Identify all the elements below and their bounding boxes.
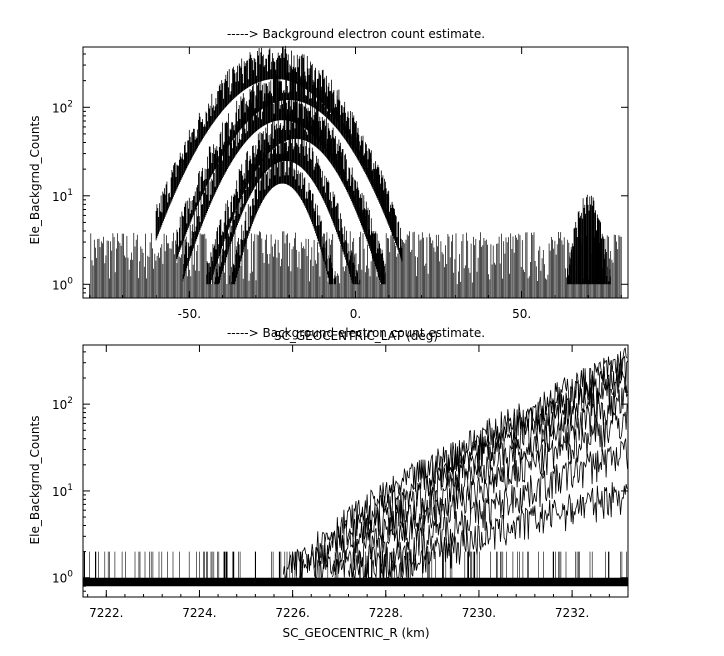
y-tick-label: 101 <box>52 188 73 204</box>
x-tick-label: 7222. <box>89 606 123 620</box>
y-axis-label-bottom: Ele_Backgrnd_Counts <box>28 416 42 545</box>
chart-title-top: -----> Background electron count estimat… <box>227 27 485 41</box>
x-tick-label: 7226. <box>275 606 309 620</box>
arch-series <box>228 150 336 285</box>
series-group-bottom <box>82 347 629 587</box>
x-axis-label-bottom: SC_GEOCENTRIC_R (km) <box>283 626 430 640</box>
x-axis-bottom: 7222. 7224. 7226. 7228. 7230. 7232. <box>87 345 629 620</box>
y-tick-label: 101 <box>52 483 73 499</box>
y-tick-label: 100 <box>52 570 73 586</box>
secondary-bump-series <box>567 194 611 285</box>
x-tick-label: 0. <box>350 307 361 321</box>
panel-top: -----> Background electron count estimat… <box>28 27 629 343</box>
rising-series <box>299 355 628 578</box>
noise-floor-series <box>89 231 622 298</box>
y-axis-label-top: Ele_Backgrnd_Counts <box>28 116 42 245</box>
x-tick-label: 50. <box>512 307 531 321</box>
chart-title-bottom: -----> Background electron count estimat… <box>227 326 485 340</box>
y-axis-top: 100 101 102 <box>52 53 628 299</box>
y-tick-label: 102 <box>52 99 73 115</box>
x-tick-label: -50. <box>178 307 201 321</box>
x-tick-label: 7224. <box>182 606 216 620</box>
y-axis-bottom: 100 101 102 <box>52 351 628 598</box>
x-tick-label: 7232. <box>555 606 589 620</box>
y-tick-label: 100 <box>52 276 73 292</box>
x-tick-label: 7228. <box>369 606 403 620</box>
x-axis-top: -50. 0. 50. <box>89 47 622 321</box>
y-tick-label: 102 <box>52 396 73 412</box>
rising-series <box>364 438 628 579</box>
rising-series <box>380 482 628 579</box>
plot-frame-bottom <box>82 344 629 598</box>
series-group-top <box>89 45 622 298</box>
arch-series <box>212 130 361 285</box>
x-axis-label-top: SC_GEOCENTRIC_LAT (deg) <box>274 329 438 343</box>
plot-frame-top <box>82 46 629 299</box>
panel-bottom: 7222. 7224. 7226. 7228. 7230. 7232. 100 101 102… <box>28 326 629 640</box>
rising-series <box>348 404 628 579</box>
x-tick-label: 7230. <box>462 606 496 620</box>
